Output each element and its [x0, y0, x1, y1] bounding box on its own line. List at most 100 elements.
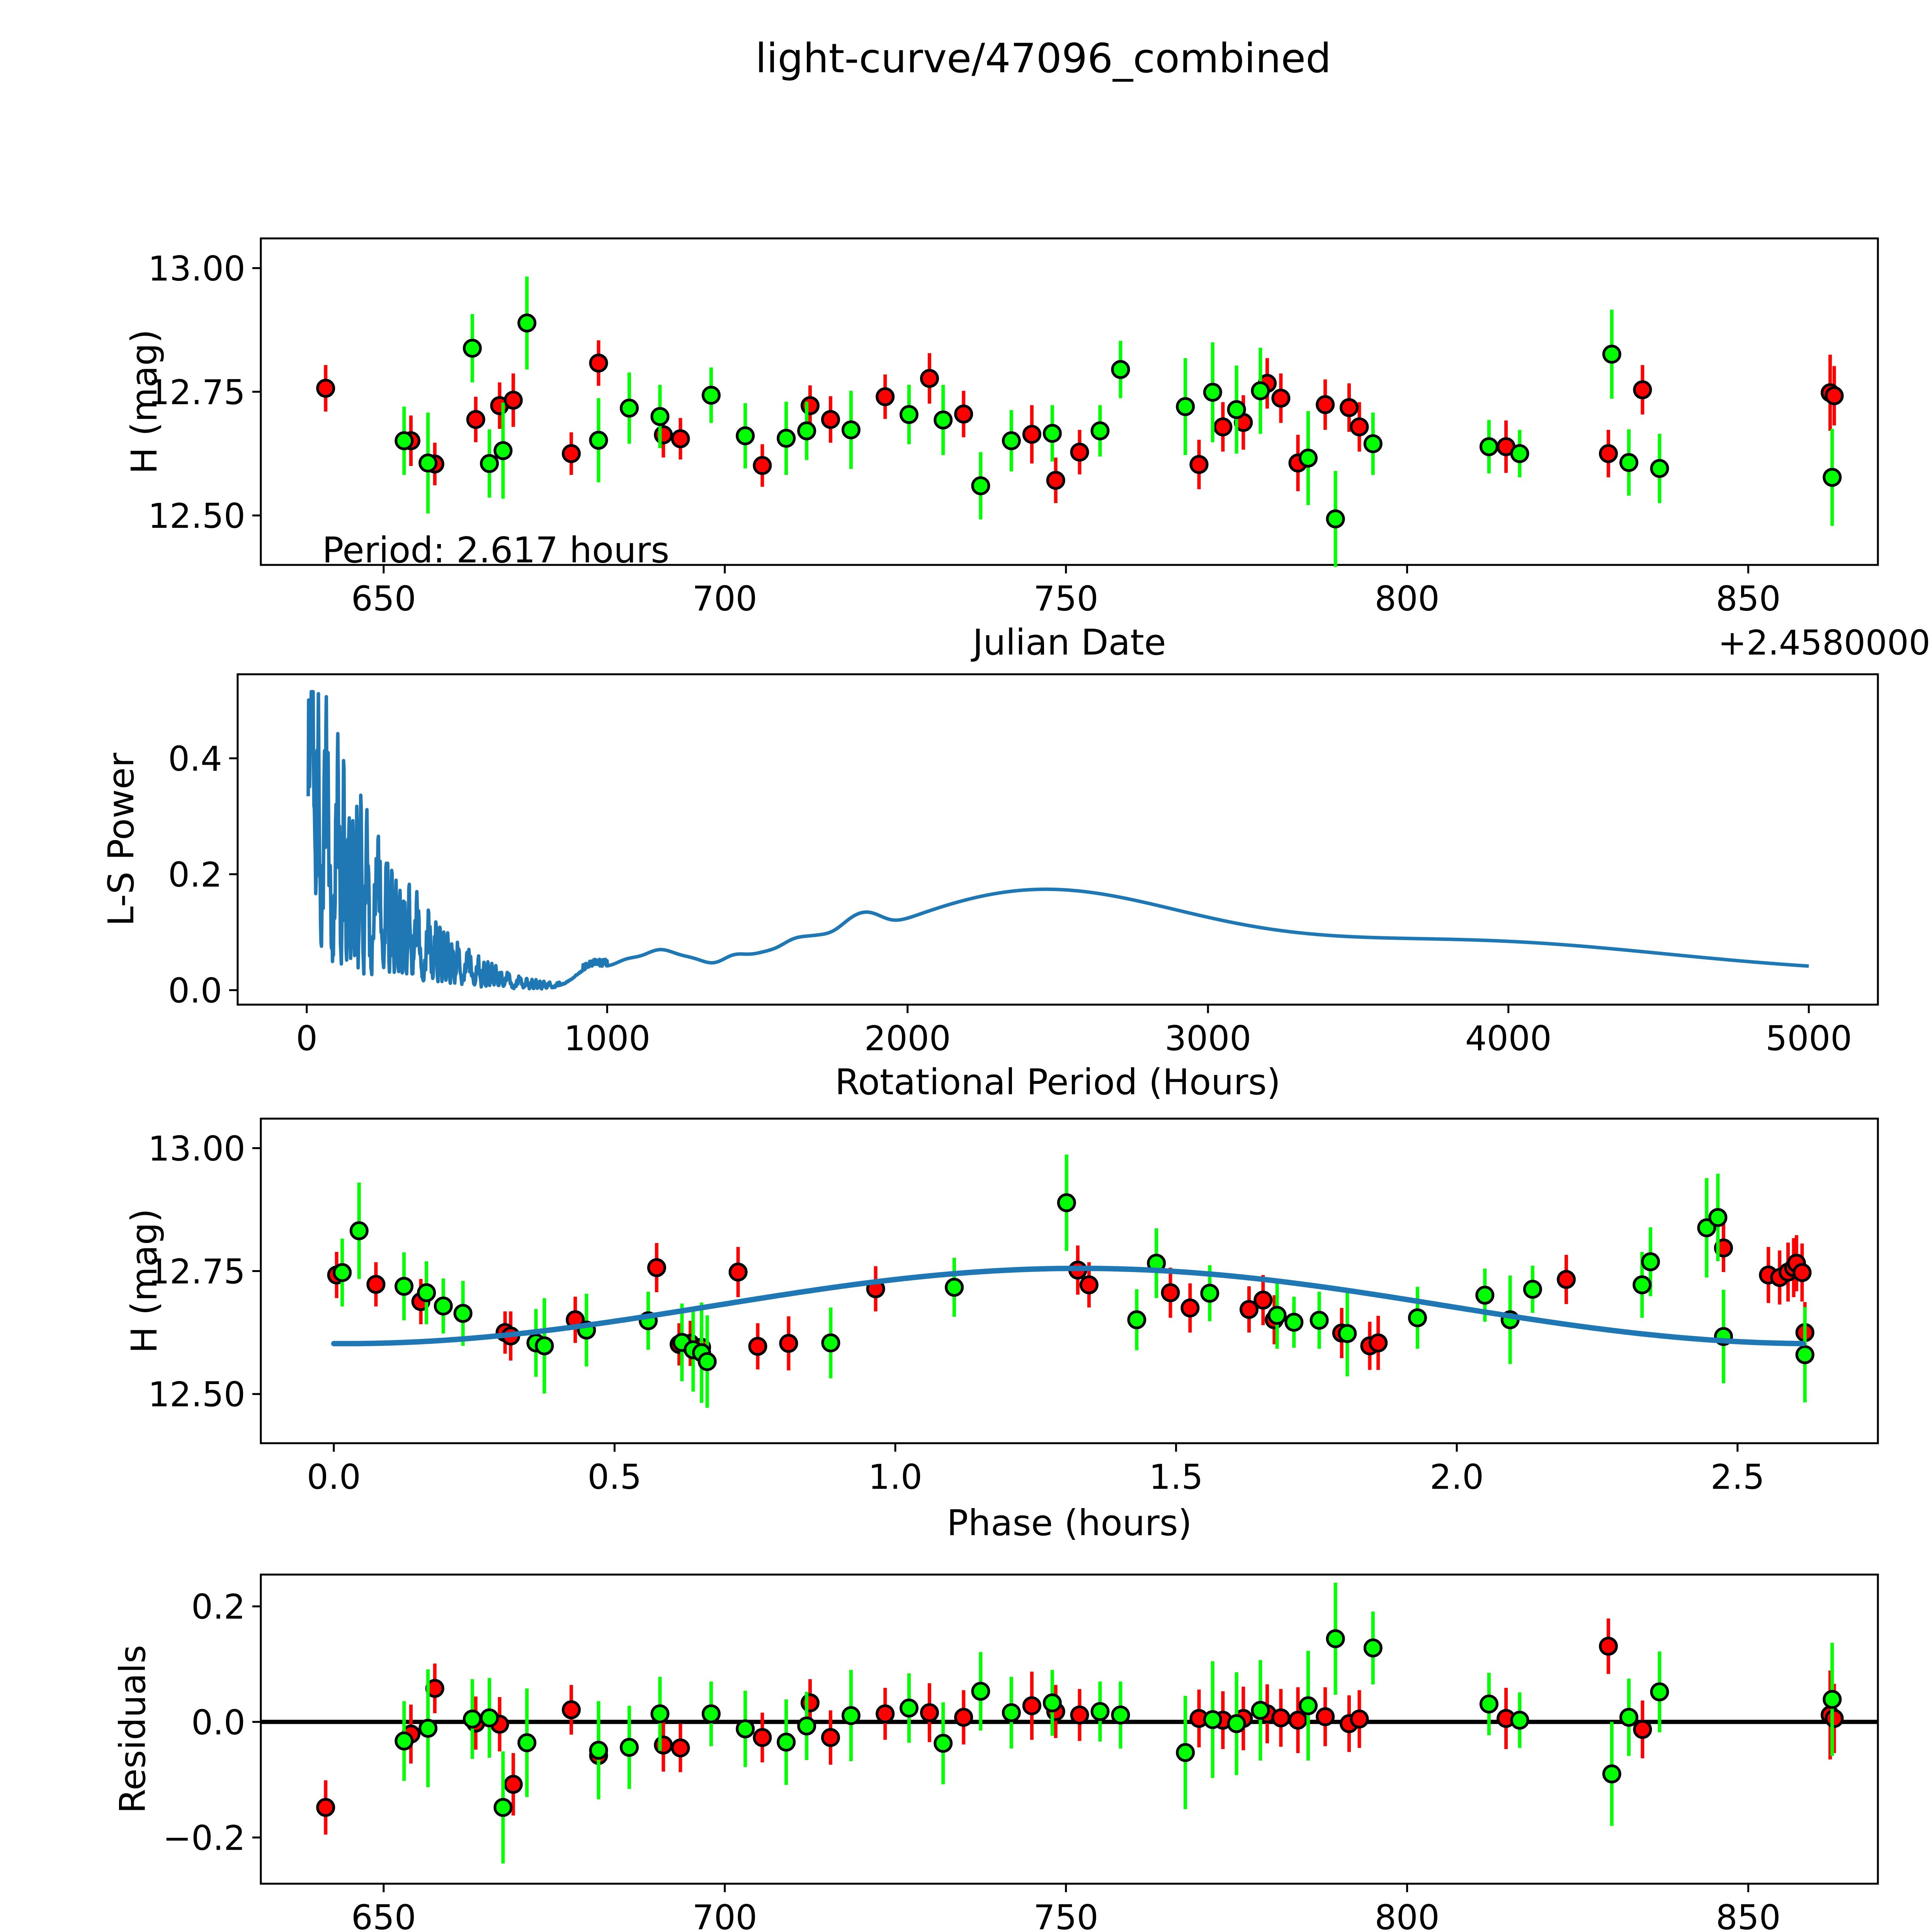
- data-point: [466, 410, 485, 429]
- x-axis-offset-text: +2.4580000000e6: [1718, 623, 1932, 663]
- periodogram-curve: [306, 690, 1810, 991]
- y-tick-label: 12.50: [148, 1375, 245, 1415]
- data-point: [779, 1334, 798, 1353]
- data-point: [1823, 468, 1842, 487]
- x-tick-label: 1.5: [1149, 1457, 1203, 1497]
- data-point: [654, 1735, 673, 1755]
- data-point: [480, 1708, 499, 1728]
- y-tick-label: 13.00: [148, 1129, 245, 1168]
- data-point: [1284, 1313, 1304, 1332]
- data-point: [1176, 397, 1195, 416]
- data-point: [876, 1704, 895, 1723]
- data-point: [1111, 360, 1130, 379]
- data-point: [434, 1296, 453, 1316]
- data-point: [1326, 509, 1345, 529]
- x-tick-label: 700: [692, 1898, 757, 1932]
- y-tick-label: 12.75: [148, 372, 245, 412]
- data-point: [1127, 1310, 1146, 1330]
- data-point: [1251, 381, 1270, 400]
- data-point: [395, 1277, 414, 1296]
- data-point: [453, 1304, 473, 1323]
- data-point: [900, 1698, 919, 1718]
- data-point: [1619, 453, 1638, 472]
- data-point: [1479, 437, 1498, 456]
- data-point: [1203, 383, 1222, 402]
- data-point: [671, 1738, 690, 1758]
- data-point: [1316, 1707, 1335, 1726]
- data-point: [1633, 1720, 1652, 1739]
- data-point: [561, 444, 581, 463]
- data-point: [1793, 1263, 1812, 1282]
- data-point: [1046, 471, 1065, 490]
- x-tick-label: 750: [1034, 1898, 1099, 1932]
- data-point: [971, 476, 990, 495]
- data-point: [620, 1738, 639, 1757]
- data-point: [589, 1741, 608, 1760]
- data-point: [1203, 1710, 1222, 1729]
- x-tick-label: 0.5: [587, 1457, 641, 1497]
- x-axis-label: Rotational Period (Hours): [835, 1061, 1281, 1103]
- y-axis-label: H (mag): [124, 1209, 165, 1354]
- data-point: [1079, 1275, 1099, 1294]
- data-point: [1823, 1690, 1842, 1709]
- data-point: [1267, 1306, 1287, 1325]
- data-point: [480, 454, 499, 473]
- x-tick-label: 4000: [1465, 1019, 1552, 1058]
- data-point: [417, 1283, 436, 1303]
- data-point: [1633, 1275, 1652, 1294]
- data-point: [1641, 1252, 1660, 1271]
- data-point: [1043, 423, 1062, 443]
- data-point: [1599, 444, 1618, 463]
- data-point: [366, 1275, 386, 1294]
- data-point: [316, 1798, 335, 1817]
- y-tick-label: 13.00: [148, 249, 245, 289]
- data-point: [650, 407, 670, 426]
- data-point: [1363, 1638, 1383, 1658]
- data-point: [517, 313, 537, 333]
- data-point: [934, 410, 953, 430]
- data-point: [1408, 1308, 1427, 1327]
- axes-frame: [260, 1117, 1879, 1444]
- panel-phasefold: 0.0 0.5 1.0 1.5 2.0 2.5 13.00 12.75 12.50 Phase (…: [124, 1117, 1879, 1544]
- data-point: [1057, 1193, 1076, 1213]
- data-point: [1251, 1701, 1270, 1720]
- data-point: [589, 354, 608, 373]
- series-green: [333, 1154, 1815, 1408]
- y-tick-label: −0.2: [163, 1818, 245, 1858]
- data-point: [797, 1716, 816, 1736]
- period-annotation: Period: 2.617 hours: [322, 530, 669, 571]
- data-point: [954, 405, 973, 424]
- data-point: [1161, 1283, 1180, 1303]
- fit-curve: [331, 1265, 1806, 1347]
- data-point: [650, 1704, 670, 1723]
- x-tick-label: 2.0: [1430, 1457, 1484, 1497]
- y-tick-label: 0.0: [191, 1702, 245, 1742]
- data-point: [1253, 1291, 1273, 1310]
- data-point: [1227, 1714, 1246, 1733]
- data-point: [934, 1734, 953, 1753]
- data-point: [777, 429, 796, 448]
- data-point: [1227, 400, 1246, 419]
- series-green: [395, 1582, 1842, 1864]
- data-point: [841, 420, 861, 439]
- series-red: [316, 340, 1844, 503]
- data-point: [748, 1337, 767, 1356]
- data-point: [517, 1733, 537, 1752]
- data-point: [418, 1719, 438, 1738]
- data-point: [1619, 1708, 1638, 1727]
- data-point: [1002, 431, 1021, 451]
- data-point: [1316, 395, 1335, 414]
- data-point: [753, 1728, 772, 1747]
- y-tick-label: 0.2: [191, 1587, 245, 1627]
- data-point: [493, 441, 513, 460]
- data-point: [821, 1728, 840, 1747]
- data-point: [697, 1352, 717, 1371]
- data-point: [800, 1693, 820, 1713]
- y-axis-label: H (mag): [124, 329, 165, 474]
- data-point: [1633, 380, 1652, 400]
- data-point: [841, 1706, 861, 1725]
- data-point: [701, 1704, 721, 1723]
- data-point: [1180, 1298, 1200, 1318]
- data-point: [971, 1682, 990, 1701]
- data-point: [1022, 1696, 1041, 1715]
